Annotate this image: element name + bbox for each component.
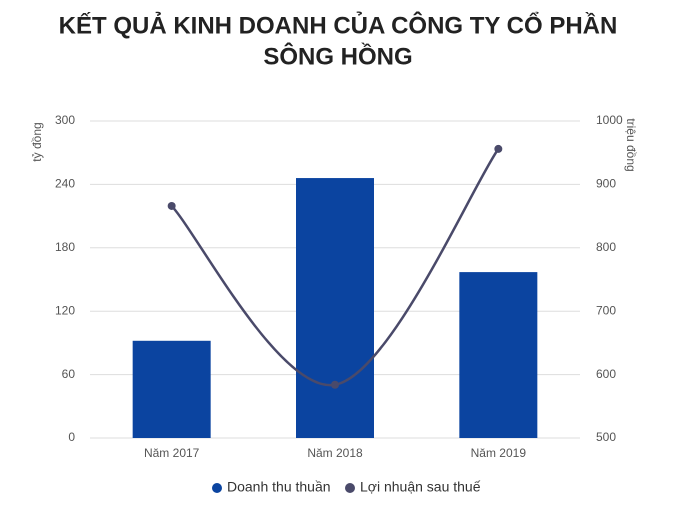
y-axis-label: tỷ đồng: [30, 122, 44, 161]
legend-marker: [345, 483, 355, 493]
bar: [296, 178, 374, 438]
chart-title: SÔNG HỒNG: [263, 42, 412, 70]
legend-marker: [212, 483, 222, 493]
y2-tick-label: 600: [596, 367, 616, 381]
point: [167, 201, 176, 210]
y2-tick-label: 1000: [596, 113, 623, 127]
legend-label: Doanh thu thuần: [227, 479, 331, 495]
y2-tick-label: 800: [596, 240, 616, 254]
y2-tick-label: 900: [596, 177, 616, 191]
y-tick-label: 60: [62, 367, 76, 381]
y-tick-label: 120: [55, 303, 75, 317]
chart-title: KẾT QUẢ KINH DOANH CỦA CÔNG TY CỔ PHẦN: [59, 10, 618, 39]
x-tick-label: Năm 2017: [144, 446, 200, 460]
x-tick-label: Năm 2018: [307, 446, 363, 460]
point: [331, 380, 339, 389]
x-tick-label: Năm 2019: [471, 446, 527, 460]
point: [494, 144, 503, 153]
bar: [459, 272, 538, 438]
y-tick-label: 240: [55, 177, 75, 191]
legend-label: Lợi nhuận sau thuế: [360, 479, 481, 495]
bar: [132, 340, 211, 438]
y-tick-label: 300: [55, 113, 75, 127]
y2-tick-label: 500: [596, 430, 616, 444]
y2-tick-label: 700: [596, 303, 616, 317]
y-tick-label: 0: [68, 430, 75, 444]
y-tick-label: 180: [55, 240, 75, 254]
y2-axis-label: triệu đồng: [624, 118, 638, 171]
